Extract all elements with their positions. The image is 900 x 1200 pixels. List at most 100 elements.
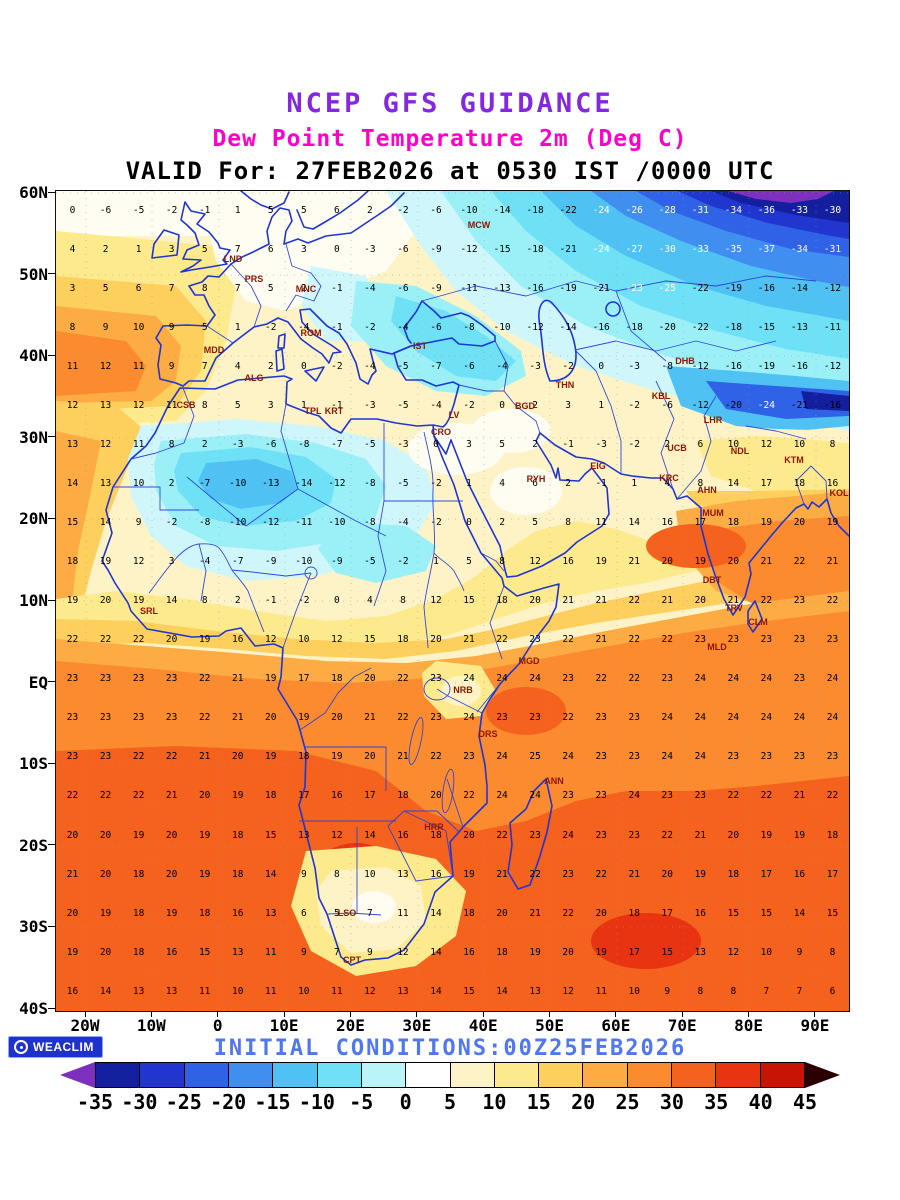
grid-value: 15 [661,946,673,958]
grid-value: 23 [628,751,640,763]
grid-value: 2 [234,595,241,607]
grid-value: 6 [267,243,274,255]
grid-value: -1 [331,400,343,411]
lon-tick-label: 70E [667,1016,697,1035]
grid-value: 18 [826,829,839,841]
grid-value: 24 [628,790,640,802]
grid-value: 23 [727,634,740,646]
lat-tick-label: 50N [19,264,48,284]
grid-value: 19 [198,868,211,880]
grid-value: -8 [463,321,475,333]
station-label-tpl: TPL [304,406,322,416]
grid-value: 2 [367,204,373,216]
grid-value: 19 [793,829,806,841]
grid-value: 22 [826,790,839,802]
model-title: NCEP GFS GUIDANCE [286,88,614,119]
colorbar-tick-label: 10 [482,1090,507,1114]
grid-value: -5 [364,439,376,451]
grid-value: 22 [132,790,145,802]
grid-value: -34 [790,243,809,255]
grid-value: 23 [99,673,112,685]
colorbar-tick-label: -10 [298,1090,335,1114]
grid-value: 19 [165,907,178,919]
border-river-layer [113,243,828,916]
grid-value: 10 [364,868,376,880]
grid-value: 20 [165,829,178,841]
colorbar-segment [96,1062,141,1088]
grid-value: 22 [793,556,806,568]
station-label-bgd: BGD [515,401,535,411]
station-label-mum: MUM [702,508,724,518]
grid-value: -9 [430,282,442,294]
grid-value: 5 [466,556,472,568]
grid-value: 15 [463,595,475,607]
grid-value: 22 [760,595,773,607]
grid-value: -2 [397,204,409,216]
lon-axis-tick [349,1011,351,1017]
grid-value: 17 [760,868,773,880]
grid-value: 19 [265,673,277,685]
lat-axis-tick [48,844,55,846]
grid-value: 22 [132,751,145,763]
colorbar-tick-label: 35 [704,1090,729,1114]
grid-value: 23 [132,712,145,724]
grid-value: 13 [397,985,409,997]
colorbar-tick-label: 45 [792,1090,818,1114]
lat-axis-tick [48,681,55,683]
grid-value: -12 [328,478,346,490]
grid-value: 11 [66,360,79,372]
grid-value: 11 [165,400,178,411]
grid-value: -2 [331,360,343,372]
grid-value: -1 [595,478,607,490]
grid-value: -2 [265,321,277,333]
grid-value: 17 [760,478,773,490]
grid-value: -16 [757,282,775,294]
grid-value: 18 [66,556,79,568]
grid-value: 1 [598,400,605,411]
grid-value: 19 [331,751,343,763]
grid-value: 0 [499,400,505,411]
grid-value: 8 [499,556,505,568]
grid-value: -3 [628,360,640,372]
lat-axis-tick [48,273,55,275]
colorbar-tick-label: 20 [571,1090,596,1114]
colorbar-tick-label: -35 [76,1090,114,1114]
lon-tick-label: 80E [734,1016,764,1035]
grid-value: 20 [165,634,178,646]
station-label-kol: KOL [829,488,849,498]
grid-value: -12 [460,243,478,255]
grid-value: -7 [430,360,442,372]
grid-value: 18 [496,946,508,958]
grid-value: 5 [234,400,241,411]
grid-value: -8 [364,517,376,529]
grid-value: 1 [433,556,439,568]
grid-value: 14 [430,907,442,919]
grid-value: 20 [661,868,673,880]
grid-value: 20 [165,868,178,880]
grid-value: 21 [496,868,508,880]
grid-value: -6 [430,204,442,216]
lat-tick-label: 30N [19,427,48,447]
grid-value: 2 [532,400,538,411]
grid-value: 24 [826,673,839,685]
lon-axis-tick [84,1011,86,1017]
grid-value: 19 [232,790,244,802]
grid-value: 3 [565,400,571,411]
grid-value: 0 [466,517,472,529]
grid-value: 16 [66,985,79,997]
lat-tick-label: 10N [19,591,48,610]
grid-value: 12 [132,556,145,568]
grid-value: 22 [198,673,211,685]
grid-value: -11 [823,321,842,333]
grid-value: 2 [201,439,208,451]
colorbar-tick-label: 15 [526,1090,551,1114]
grid-value: 15 [463,985,475,997]
valid-time-line: VALID For: 27FEB2026 at 0530 IST /0000 U… [125,157,775,185]
grid-value: 18 [496,595,508,607]
grid-value: 9 [300,946,307,958]
grid-value: 16 [661,517,673,529]
grid-value: 13 [66,439,79,451]
grid-value: 18 [397,790,409,802]
grid-value: 23 [694,790,707,802]
grid-value: -2 [430,478,442,490]
